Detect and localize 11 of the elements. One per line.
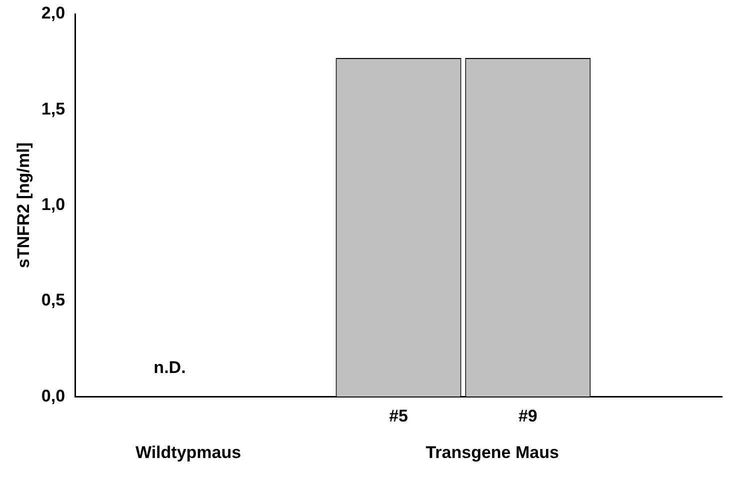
- y-tick-label: 1,5: [41, 99, 66, 118]
- text: n.D.: [154, 358, 186, 377]
- text: Wildtypmaus: [135, 442, 242, 462]
- x-tick-label: #5: [389, 406, 408, 426]
- y-axis-title: sTNFR2 [ng/ml]: [14, 142, 33, 268]
- y-tick-label: 0,0: [41, 386, 66, 406]
- x-tick-label: #9: [518, 406, 538, 426]
- text: Transgene Maus: [426, 442, 559, 462]
- y-tick-label: 0,5: [41, 290, 66, 310]
- y-tick-label: 2,0: [41, 4, 66, 23]
- y-tick-label: 1,0: [41, 194, 66, 214]
